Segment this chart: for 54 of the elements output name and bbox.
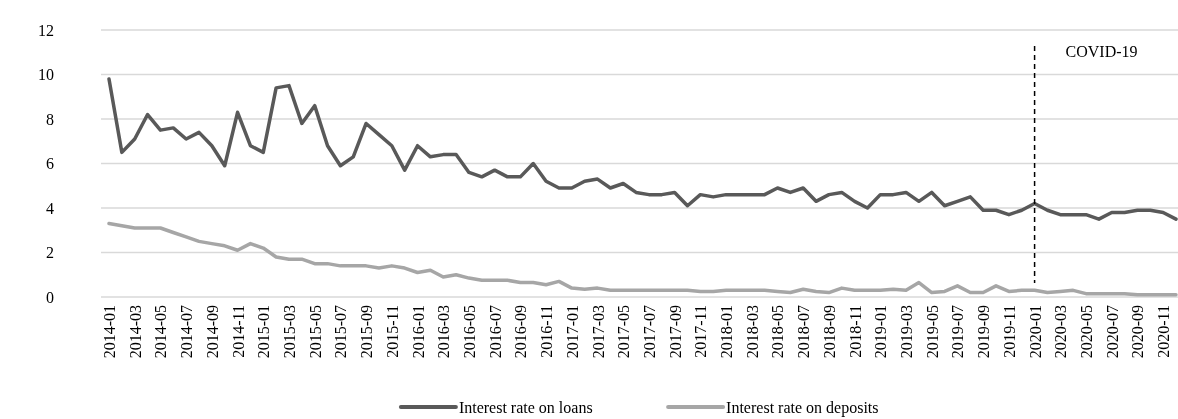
x-tick-label: 2016-05: [460, 305, 478, 359]
y-tick-label: 2: [46, 244, 54, 262]
x-tick-label: 2016-09: [512, 305, 530, 359]
x-tick-label: 2014-07: [178, 305, 196, 359]
legend-label: Interest rate on loans: [458, 398, 593, 416]
x-tick-label: 2019-01: [872, 305, 890, 359]
x-tick-label: 2014-05: [152, 305, 170, 359]
x-tick-label: 2018-07: [795, 305, 813, 359]
x-tick-label: 2018-09: [820, 305, 838, 359]
x-tick-label: 2016-01: [409, 305, 427, 359]
x-tick-label: 2016-07: [486, 305, 504, 359]
x-tick-label: 2014-09: [203, 305, 221, 359]
line-series: [107, 221, 1178, 297]
line-series: [107, 77, 1178, 221]
y-tick-label: 0: [46, 288, 54, 306]
x-tick-label: 2017-03: [589, 305, 607, 359]
x-tick-label: 2017-01: [563, 305, 581, 359]
x-tick-label: 2020-09: [1129, 305, 1147, 359]
x-tick-label: 2015-11: [383, 305, 401, 358]
x-tick-label: 2019-05: [923, 305, 941, 359]
ref-line-label: COVID-19: [1065, 43, 1138, 60]
y-tick-label: 6: [46, 155, 54, 173]
x-tick-label: 2019-09: [975, 305, 993, 359]
x-tick-label: 2017-07: [640, 305, 658, 359]
y-tick-label: 10: [38, 66, 54, 84]
x-tick-label: 2014-11: [229, 305, 247, 358]
x-tick-label: 2019-03: [898, 305, 916, 359]
x-tick-label: 2015-01: [255, 305, 273, 359]
x-tick-label: 2018-05: [769, 305, 787, 359]
x-tick-label: 2015-05: [306, 305, 324, 359]
x-tick-label: 2018-01: [718, 305, 736, 359]
x-tick-label: 2017-11: [692, 305, 710, 358]
y-tick-label: 8: [46, 110, 54, 128]
x-tick-label: 2016-03: [435, 305, 453, 359]
x-tick-label: 2017-09: [666, 305, 684, 359]
x-tick-label: 2020-03: [1052, 305, 1070, 359]
y-tick-label: 12: [38, 21, 54, 39]
x-tick-label: 2016-11: [538, 305, 556, 358]
x-tick-label: 2015-09: [358, 305, 376, 359]
x-tick-label: 2020-05: [1078, 305, 1096, 359]
x-tick-label: 2014-01: [101, 305, 118, 359]
x-tick-label: 2020-07: [1103, 305, 1121, 359]
x-tick-label: 2014-03: [126, 305, 144, 359]
x-tick-label: 2020-01: [1026, 305, 1044, 359]
x-tick-label: 2018-11: [846, 305, 864, 358]
legend-label: Interest rate on deposits: [726, 398, 879, 417]
x-tick-label: 2017-05: [615, 305, 633, 359]
x-tick-label: 2015-07: [332, 305, 350, 359]
x-tick-label: 2019-07: [949, 305, 967, 359]
y-tick-label: 4: [46, 199, 54, 217]
x-tick-label: 2015-03: [280, 305, 298, 359]
x-tick-label: 2018-03: [743, 305, 761, 359]
x-tick-label: 2019-11: [1000, 305, 1018, 358]
x-tick-label: 2020-11: [1155, 305, 1173, 358]
